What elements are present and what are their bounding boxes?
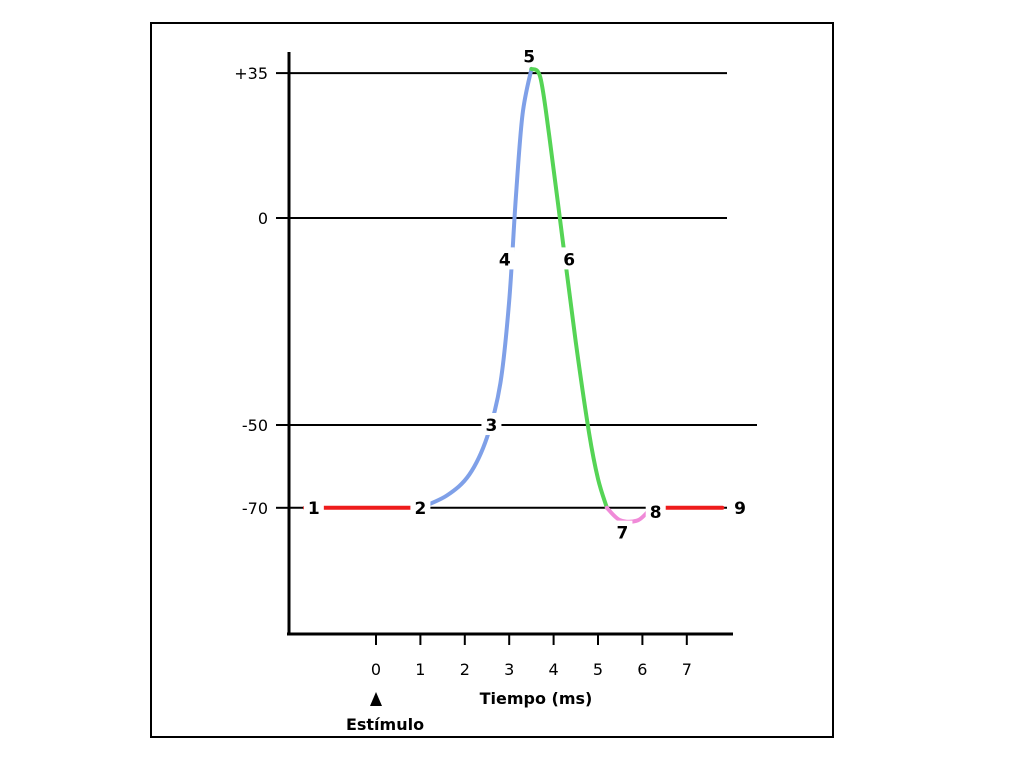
- axes: [287, 52, 733, 636]
- x-tick-label: 3: [504, 660, 514, 679]
- y-tick-labels: +35 0 -50 -70: [234, 64, 268, 518]
- y-tick-label: -70: [242, 499, 268, 518]
- annotation-label: 6: [563, 250, 575, 270]
- annotation-label: 8: [650, 503, 662, 523]
- x-tick-label: 2: [460, 660, 470, 679]
- x-tick-label: 0: [371, 660, 381, 679]
- annotation-halo: [481, 413, 502, 435]
- x-tick-label: 5: [593, 660, 603, 679]
- series-line: [604, 505, 654, 524]
- annotation-halo: [494, 247, 515, 270]
- x-tick-label: 6: [637, 660, 647, 679]
- annotation-label: 4: [499, 250, 511, 270]
- series-line: [418, 66, 534, 510]
- point-annotations: 1 2 3 4 5 6 7 8 9: [303, 44, 751, 544]
- series: [302, 66, 725, 524]
- annotation-halo: [303, 495, 324, 518]
- annotation-label: 1: [308, 499, 320, 519]
- y-tick-label: 0: [258, 209, 268, 228]
- annotation-label: 3: [486, 416, 498, 436]
- chart-frame: [150, 22, 834, 738]
- x-axis-title: Tiempo (ms): [480, 689, 593, 708]
- annotation-halo: [410, 495, 431, 518]
- annotation-halo: [612, 520, 633, 543]
- annotation-halo: [730, 495, 751, 518]
- grid-lines: [276, 72, 757, 509]
- x-tick-label: 4: [549, 660, 559, 679]
- y-tick-label: +35: [234, 64, 268, 83]
- x-tick-label: 1: [415, 660, 425, 679]
- annotation-label: 9: [734, 499, 746, 519]
- annotation-label: 5: [523, 48, 535, 68]
- annotation-label: 7: [616, 524, 628, 544]
- annotation-label: 2: [414, 499, 426, 519]
- series-line: [529, 66, 609, 510]
- x-tick-label: 7: [682, 660, 692, 679]
- y-tick-label: -50: [242, 416, 268, 435]
- stimulus-label: Estímulo: [346, 715, 424, 734]
- x-tick-labels: 0 1 2 3 4 5 6 7: [371, 634, 692, 679]
- stimulus-arrow-icon: [370, 692, 382, 706]
- annotation-halo: [559, 247, 580, 270]
- annotation-halo: [645, 499, 666, 522]
- annotation-halo: [519, 44, 540, 67]
